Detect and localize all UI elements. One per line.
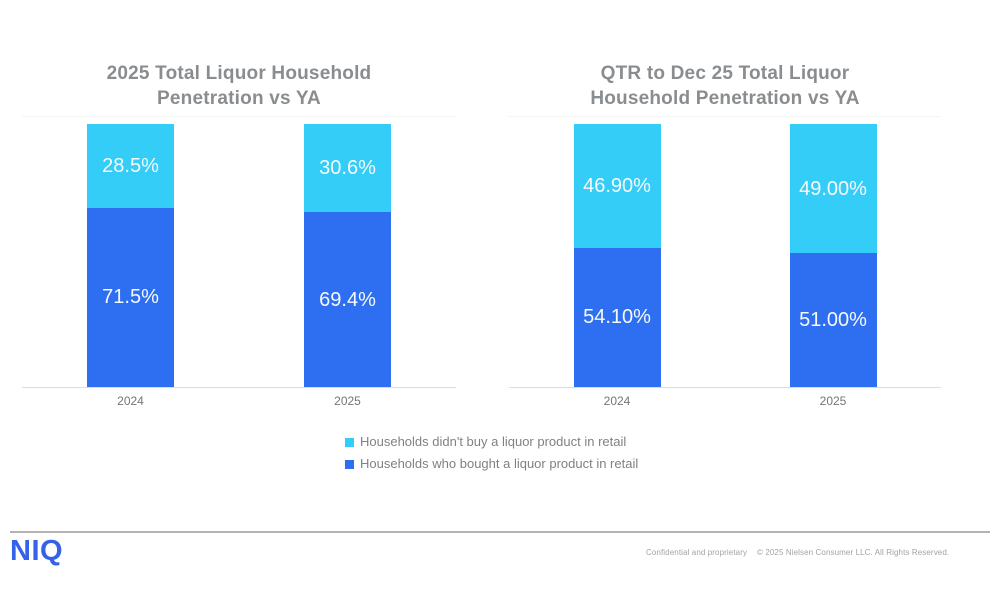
x-axis-category-label: 2025 <box>334 394 361 408</box>
legend-item-bought: Households who bought a liquor product i… <box>345 457 638 471</box>
chart-qtr-dec-penetration: QTR to Dec 25 Total Liquor Household Pen… <box>509 55 941 408</box>
legend-swatch-dark-blue-icon <box>345 459 354 469</box>
legend-label: Households didn't buy a liquor product i… <box>360 434 627 449</box>
niq-logo: NIQ <box>10 535 64 567</box>
plot-area: 46.90% 54.10% 49.00% 51.00% <box>509 116 941 388</box>
x-axis-labels: 2024 2025 <box>22 394 456 408</box>
footer-divider <box>10 531 990 533</box>
stacked-bar-2024: 28.5% 71.5% <box>87 124 174 387</box>
x-axis-category-label: 2025 <box>819 394 847 408</box>
bar-value-label: 30.6% <box>319 157 376 180</box>
legend-item-didnt-buy: Households didn't buy a liquor product i… <box>345 435 638 449</box>
bar-value-label: 51.00% <box>799 309 867 332</box>
chart-title-line-1: 2025 Total Liquor Household <box>106 63 372 84</box>
chart-total-liquor-penetration: 2025 Total Liquor Household Penetration … <box>22 55 456 408</box>
legend-swatch-light-blue-icon <box>345 437 354 447</box>
bar-segment: 28.5% <box>87 124 174 208</box>
bar-value-label: 71.5% <box>102 286 159 309</box>
bar-segment: 71.5% <box>87 207 174 387</box>
bar-segment: 49.00% <box>789 124 877 254</box>
chart-title-line-1: QTR to Dec 25 Total Liquor <box>600 63 850 84</box>
x-axis-category-label: 2024 <box>603 394 631 408</box>
bar-segment: 54.10% <box>573 247 661 387</box>
bar-segment: 46.90% <box>573 124 661 248</box>
bar-segment: 69.4% <box>304 212 391 387</box>
bar-segment: 30.6% <box>304 124 391 213</box>
bar-value-label: 49.00% <box>799 177 867 200</box>
plot-area: 28.5% 71.5% 30.6% 69.4% <box>22 116 456 388</box>
bar-value-label: 69.4% <box>319 288 376 311</box>
chart-title-line-2: Penetration vs YA <box>157 88 321 109</box>
stacked-bar-2025: 30.6% 69.4% <box>304 124 391 387</box>
x-axis-category-label: 2024 <box>117 394 144 408</box>
bar-value-label: 46.90% <box>583 174 651 197</box>
chart-title-line-2: Household Penetration vs YA <box>590 88 860 109</box>
footer-copyright-text: © 2025 Nielsen Consumer LLC. All Rights … <box>757 548 950 557</box>
bar-segment: 51.00% <box>789 253 877 387</box>
chart-title: QTR to Dec 25 Total Liquor Household Pen… <box>509 61 941 111</box>
stacked-bar-2024: 46.90% 54.10% <box>573 124 661 387</box>
footer-confidential-text: Confidential and proprietary <box>646 548 748 557</box>
bar-value-label: 54.10% <box>583 306 651 329</box>
stacked-bar-2025: 49.00% 51.00% <box>789 124 877 387</box>
bar-value-label: 28.5% <box>102 154 159 177</box>
x-axis-labels: 2024 2025 <box>509 394 941 408</box>
legend-label: Households who bought a liquor product i… <box>360 456 639 471</box>
chart-title: 2025 Total Liquor Household Penetration … <box>22 61 456 111</box>
chart-legend: Households didn't buy a liquor product i… <box>345 435 638 479</box>
